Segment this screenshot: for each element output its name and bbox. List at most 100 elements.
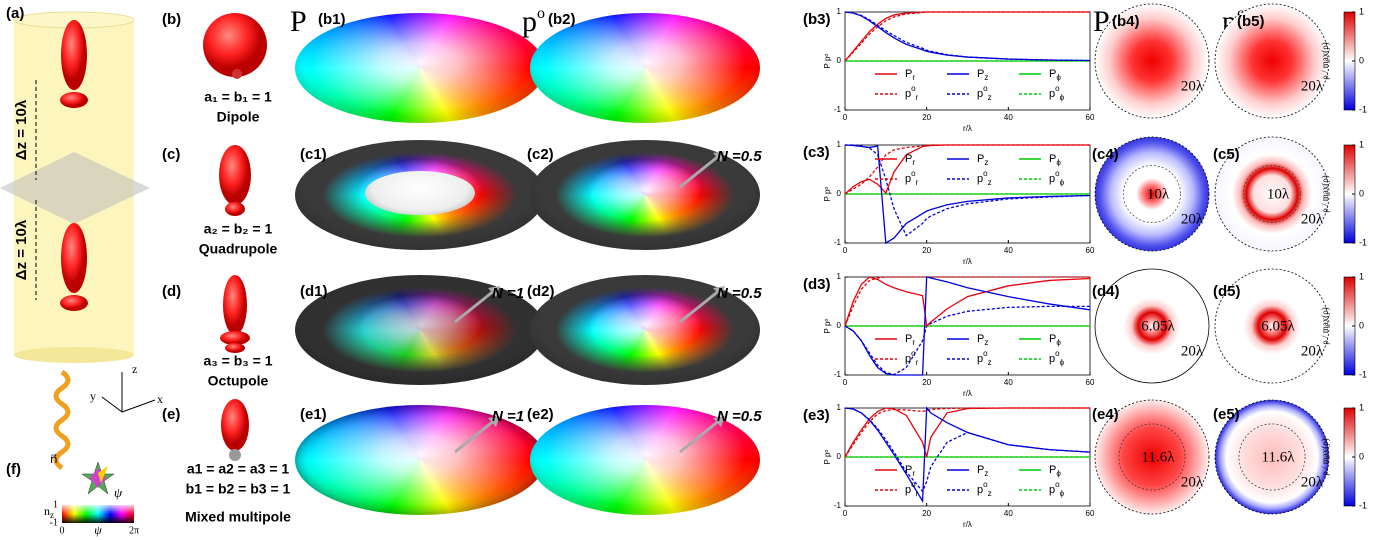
legend-name: P xyxy=(1049,153,1056,165)
axis-name: z xyxy=(132,362,137,376)
legend-entry: Pz xyxy=(977,464,988,478)
focal-plane xyxy=(0,152,150,224)
vector-label: n⃗ xyxy=(50,452,58,466)
legend-name: p xyxy=(905,484,911,496)
panel-label: (b) xyxy=(162,11,181,28)
colorbar-tick-label: 0 xyxy=(1359,55,1364,65)
radius-label: 6.05λ xyxy=(1141,318,1175,334)
radius-label: 11.6λ xyxy=(1142,449,1176,465)
legend-name: P xyxy=(1049,68,1056,80)
density-map xyxy=(1094,3,1210,119)
axis-arrow xyxy=(121,399,156,413)
colorbar-tick-label: -1 xyxy=(1359,237,1367,247)
legend-sup: o xyxy=(1055,169,1060,178)
orientation-arrow xyxy=(679,288,721,324)
legend-name: P xyxy=(977,153,984,165)
legend-sup: o xyxy=(911,349,916,358)
x-tick-label: 40 xyxy=(1004,509,1013,518)
series-line xyxy=(844,407,1090,458)
radius-label: 20λ xyxy=(1181,211,1204,227)
orientation-label: N =1 xyxy=(492,408,524,425)
arrow-head xyxy=(713,151,725,162)
y-tick-label: 0 xyxy=(837,321,842,330)
legend-entry: Pr xyxy=(905,464,915,478)
density-map xyxy=(1214,399,1330,515)
legend-entry: poϕ xyxy=(1049,169,1065,187)
axis-name: y xyxy=(90,389,96,403)
legend-name: p xyxy=(1049,173,1055,185)
legend-sub: ϕ xyxy=(1060,93,1065,102)
axis-name-main: n xyxy=(44,504,50,518)
multipole-text: a₃ = b₃ = 1 xyxy=(204,353,273,369)
legend-sub: ϕ xyxy=(1056,73,1061,82)
multipole-text: a₂ = b₂ = 1 xyxy=(204,221,273,237)
panel-label: (e2) xyxy=(527,406,554,423)
legend-sup: o xyxy=(911,84,916,93)
x-tick-label: 20 xyxy=(922,378,931,387)
legend-entry: poz xyxy=(977,84,992,102)
disk-render xyxy=(295,13,545,123)
legend-sup: o xyxy=(983,480,988,489)
panel-label: (b1) xyxy=(318,11,346,28)
legend-name: p xyxy=(1049,88,1055,100)
dipole-shape xyxy=(203,13,267,77)
x-tick-label: 0 xyxy=(843,509,848,518)
x-tick-label: 40 xyxy=(1004,113,1013,122)
legend-sub: ϕ xyxy=(1060,178,1065,187)
arrow-head xyxy=(713,416,725,427)
y-tick-label: 0 xyxy=(837,56,842,65)
legend-entry: por xyxy=(905,169,919,187)
panel-label: (c5) xyxy=(1213,146,1240,163)
column-header: po xyxy=(522,5,545,38)
colorbar-tick-label: 1 xyxy=(1359,139,1364,149)
orientation-label: N =0.5 xyxy=(717,285,762,302)
colorbar-tick-label: 0 xyxy=(1359,188,1364,198)
panel-label: (d2) xyxy=(527,283,555,300)
disk-render xyxy=(295,140,545,250)
header-symbol: P xyxy=(290,5,307,38)
legend-sup: o xyxy=(983,349,988,358)
spacing-label: Δz = 10λ xyxy=(13,99,30,160)
colorbar-label: ρ / max(ρ) xyxy=(1320,438,1330,475)
multipole-text: b1 = b2 = b3 = 1 xyxy=(186,481,291,497)
legend-entry: Pr xyxy=(905,68,915,82)
legend-entry: Pϕ xyxy=(1049,68,1061,82)
octupole-shape xyxy=(220,331,250,345)
y-axis-label: P pᵒ xyxy=(823,54,832,69)
colorbar-tick-label: -1 xyxy=(1359,500,1367,510)
x-tick-label: 20 xyxy=(922,246,931,255)
multipole-text: Octupole xyxy=(208,373,269,389)
y-axis-label: P pᵒ xyxy=(823,450,832,465)
legend-sub: z xyxy=(984,338,988,347)
panel-label: (d3) xyxy=(803,276,831,293)
legend-entry: por xyxy=(905,480,919,498)
y-tick-label: -1 xyxy=(834,370,842,379)
inner-ring xyxy=(1123,165,1181,223)
series-line xyxy=(844,144,1091,245)
colorbar-tick-label: 1 xyxy=(1359,6,1364,16)
colorbar-label: ρ / max(ρ) xyxy=(1320,307,1330,344)
y-axis-label: P pᵒ xyxy=(823,319,832,334)
orientation-arrow xyxy=(454,288,496,324)
x-tick-label: 0 xyxy=(843,378,848,387)
legend-entry: Pϕ xyxy=(1049,333,1061,347)
y-tick-label: 1 xyxy=(837,403,842,412)
series-line xyxy=(844,276,1091,376)
y-tick-label: -1 xyxy=(834,501,842,510)
legend-sub: ϕ xyxy=(1056,158,1061,167)
y-tick-label: 1 xyxy=(837,140,842,149)
color-map-tick: 2π xyxy=(129,525,139,536)
legend-name: p xyxy=(905,353,911,365)
legend-sub: r xyxy=(916,93,919,102)
legend-sup: o xyxy=(1055,480,1060,489)
legend-name: p xyxy=(1049,484,1055,496)
legend-entry: Pz xyxy=(977,68,988,82)
color-map-axis-name: ψ xyxy=(94,523,102,537)
emission-lobe xyxy=(60,92,88,108)
multipole-text: a₁ = b₁ = 1 xyxy=(204,89,272,105)
emission-lobe xyxy=(61,20,87,90)
multipole-text: a1 = a2 = a3 = 1 xyxy=(187,461,290,477)
header-symbol: p xyxy=(522,5,537,38)
legend-name: P xyxy=(905,153,912,165)
legend-name: P xyxy=(905,464,912,476)
